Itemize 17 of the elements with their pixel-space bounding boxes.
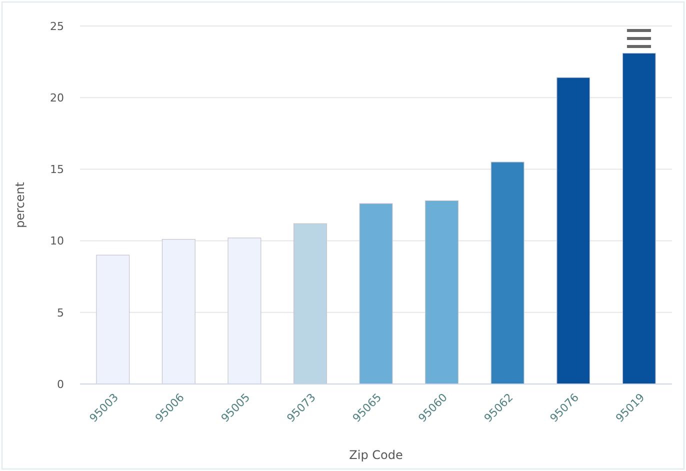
x-axis-title: Zip Code xyxy=(349,448,403,462)
y-tick-label: 5 xyxy=(57,306,64,320)
bar xyxy=(556,77,590,384)
y-tick-label: 15 xyxy=(50,163,64,176)
y-tick-label: 20 xyxy=(50,91,64,104)
bar xyxy=(162,239,196,384)
bar xyxy=(622,52,656,384)
y-tick-label: 10 xyxy=(50,234,64,248)
bar xyxy=(96,254,130,384)
y-tick-label: 25 xyxy=(50,20,64,33)
y-tick-label: 0 xyxy=(57,378,64,391)
bar xyxy=(490,162,524,384)
y-axis-title: percent xyxy=(13,182,27,228)
bar xyxy=(359,203,393,384)
bar xyxy=(228,238,262,384)
bar xyxy=(425,200,459,384)
bar xyxy=(293,223,327,384)
